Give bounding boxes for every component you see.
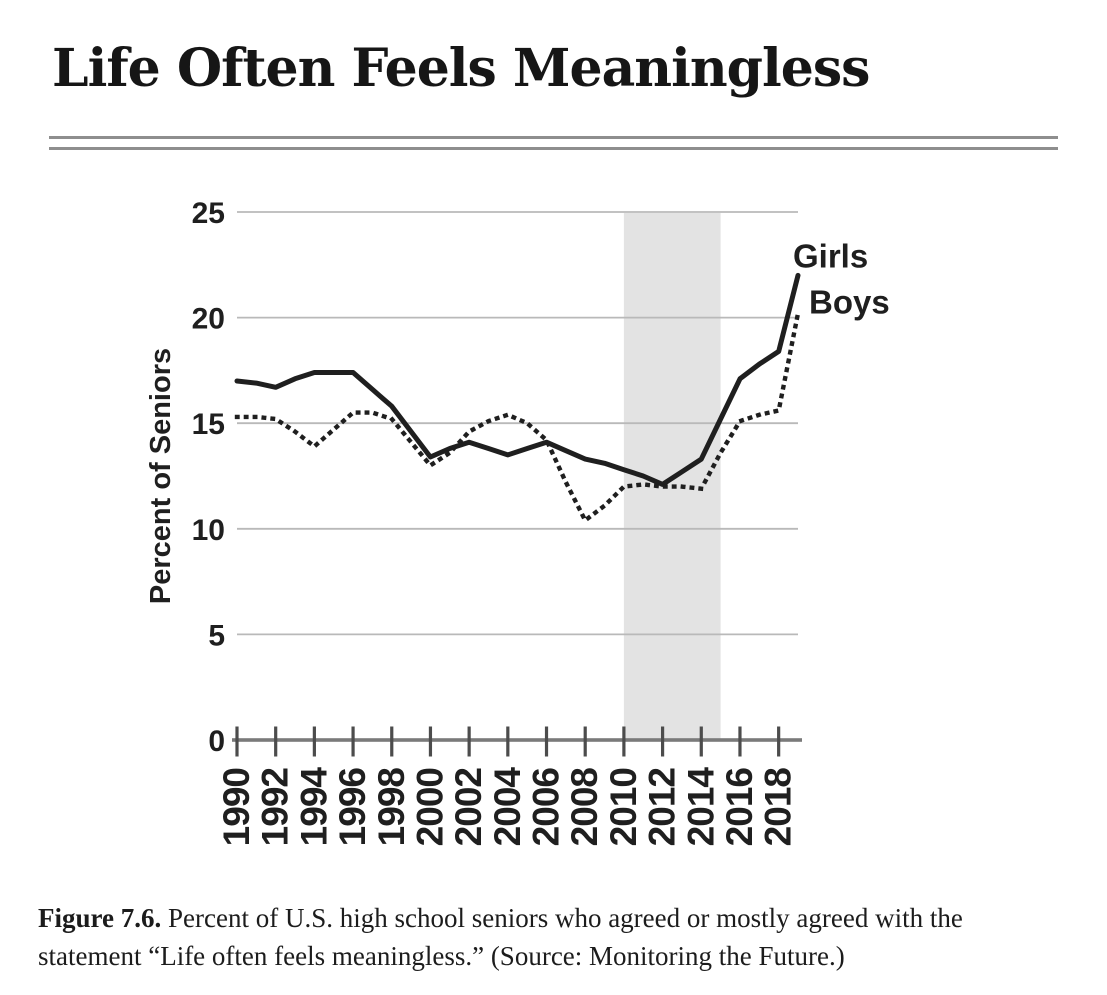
xtick-2006 <box>544 726 549 757</box>
xtick-1996 <box>351 726 355 757</box>
figure-caption-label: Figure 7.6. <box>38 903 162 933</box>
figure-caption-line1: Percent of U.S. high school seniors who … <box>161 903 963 933</box>
xtick-label-1992: 1992 <box>255 768 296 847</box>
figure-caption-line2: statement “Life often feels meaningless.… <box>38 941 845 971</box>
xtick-label-1994: 1994 <box>293 767 334 847</box>
xtick-2002 <box>467 726 471 757</box>
ytick-label-25: 25 <box>192 197 225 230</box>
xtick-label-2012: 2012 <box>642 768 683 847</box>
series-label-girls: Girls <box>793 237 868 274</box>
xtick-label-2006: 2006 <box>526 768 567 847</box>
xtick-label-2008: 2008 <box>564 768 605 847</box>
ytick-label-10: 10 <box>192 514 225 547</box>
xtick-1998 <box>390 726 394 757</box>
xtick-2012 <box>660 726 665 757</box>
xtick-label-2016: 2016 <box>719 768 760 847</box>
xtick-2008 <box>583 726 587 757</box>
x-axis-line <box>232 738 802 742</box>
xtick-2014 <box>699 726 703 757</box>
xtick-2010 <box>622 726 626 757</box>
xtick-label-2018: 2018 <box>758 768 799 847</box>
xtick-label-1996: 1996 <box>332 768 373 847</box>
series-line-boys <box>234 310 801 523</box>
xtick-1992 <box>274 726 278 757</box>
y-axis-title: Percent of Seniors <box>145 348 177 604</box>
series-line-girls <box>234 272 801 487</box>
ytick-label-15: 15 <box>192 408 225 441</box>
xtick-label-2000: 2000 <box>409 768 450 847</box>
ytick-label-20: 20 <box>192 303 225 336</box>
xtick-label-2004: 2004 <box>487 767 528 847</box>
xtick-label-2010: 2010 <box>603 768 644 847</box>
divider-line-bottom <box>49 147 1058 150</box>
xtick-label-1990: 1990 <box>216 768 257 847</box>
xtick-label-1998: 1998 <box>371 768 412 847</box>
xtick-1994 <box>312 726 316 757</box>
xtick-label-2002: 2002 <box>448 768 489 847</box>
title-divider <box>49 136 1058 151</box>
xtick-2018 <box>777 726 781 757</box>
page-title: Life Often Feels Meaningless <box>52 38 870 99</box>
xtick-2000 <box>428 726 433 757</box>
xtick-2016 <box>738 726 742 757</box>
ytick-label-0: 0 <box>208 725 225 758</box>
xtick-1990 <box>235 726 239 757</box>
xtick-2004 <box>506 726 510 757</box>
divider-line-top <box>49 136 1058 139</box>
series-label-boys: Boys <box>809 283 890 320</box>
figure-caption: Figure 7.6. Percent of U.S. high school … <box>38 899 1096 975</box>
ytick-label-5: 5 <box>208 619 225 652</box>
xtick-label-2014: 2014 <box>680 767 721 847</box>
